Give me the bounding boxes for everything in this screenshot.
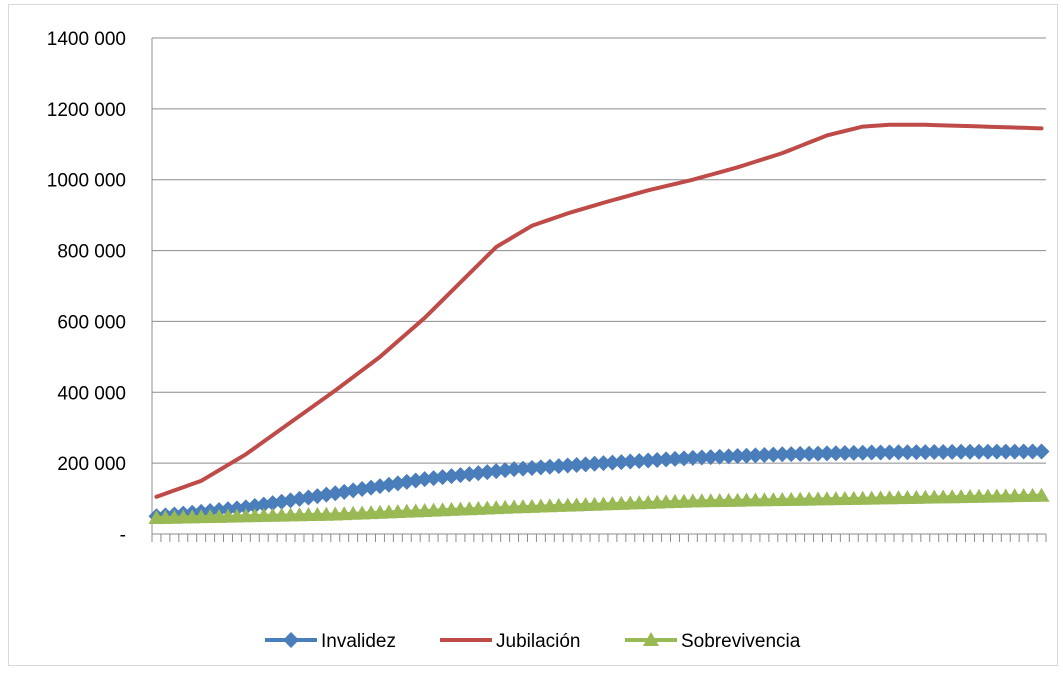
y-tick-labels: - 200 000 400 000 600 000 800 000 1000 000 120…	[47, 29, 126, 546]
data-point	[604, 454, 621, 471]
data-point	[926, 444, 943, 461]
data-point	[881, 444, 898, 461]
legend-label: Jubilación	[496, 631, 581, 652]
data-point	[899, 444, 916, 461]
data-point	[890, 444, 907, 461]
data-point	[935, 443, 952, 460]
legend-label: Sobrevivencia	[681, 631, 801, 652]
y-tick-label: 1000 000	[47, 171, 126, 192]
data-point	[515, 460, 532, 477]
data-point	[962, 443, 979, 460]
data-point	[595, 455, 612, 472]
data-point	[801, 445, 818, 462]
y-tick-label: 600 000	[57, 312, 126, 333]
data-point	[729, 448, 746, 465]
series-sobrevivencia	[148, 487, 1050, 525]
legend-marker	[643, 632, 659, 646]
data-point	[693, 449, 710, 466]
data-point	[684, 449, 701, 466]
data-point	[765, 446, 782, 463]
data-point	[988, 443, 1005, 460]
grid-lines	[152, 37, 1046, 464]
y-tick-label: 400 000	[57, 383, 126, 404]
legend-item-sobrevivencia: Sobrevivencia	[625, 631, 801, 652]
data-point	[711, 448, 728, 465]
data-point	[666, 450, 683, 467]
data-point	[559, 457, 576, 474]
data-point	[631, 453, 648, 470]
data-point	[970, 443, 987, 460]
series-group	[148, 122, 1050, 525]
data-point	[854, 444, 871, 461]
data-point	[756, 446, 773, 463]
data-point	[908, 444, 925, 461]
legend-item-invalidez: Invalidez	[265, 631, 396, 652]
y-tick-label: 1200 000	[47, 100, 126, 121]
data-point	[550, 458, 567, 475]
data-point	[1015, 443, 1032, 460]
data-point	[953, 443, 970, 460]
data-point	[836, 445, 853, 462]
data-point	[586, 455, 603, 472]
data-point	[577, 456, 594, 473]
data-point	[810, 445, 827, 462]
data-point	[720, 448, 737, 465]
y-tick-label: 1400 000	[47, 29, 126, 50]
data-point	[228, 500, 245, 517]
y-tick-label: 800 000	[57, 242, 126, 263]
data-point	[1033, 443, 1050, 460]
chart-frame	[8, 4, 1058, 666]
data-point	[1033, 487, 1050, 502]
data-point	[783, 446, 800, 463]
data-point	[917, 444, 934, 461]
y-tick-label: 200 000	[57, 454, 126, 475]
data-point	[1006, 443, 1023, 460]
series-jubilación	[154, 122, 1044, 499]
axes	[151, 38, 1047, 542]
data-point	[845, 444, 862, 461]
data-point	[997, 443, 1014, 460]
data-point	[863, 444, 880, 461]
data-point	[658, 451, 675, 468]
data-point	[1024, 443, 1041, 460]
legend-label: Invalidez	[321, 631, 396, 652]
data-point	[774, 446, 791, 463]
data-point	[818, 445, 835, 462]
data-point	[872, 444, 889, 461]
data-point	[523, 459, 540, 476]
data-point	[738, 447, 755, 464]
data-point	[506, 461, 523, 478]
data-point	[979, 443, 996, 460]
y-tick-label: -	[120, 525, 126, 546]
legend: Invalidez Jubilación Sobrevivencia	[265, 631, 801, 652]
data-point	[649, 451, 666, 468]
legend-marker	[283, 632, 299, 648]
data-point	[568, 456, 585, 473]
data-point	[532, 459, 549, 476]
data-point	[792, 445, 809, 462]
legend-item-jubilación: Jubilación	[440, 631, 581, 652]
data-point	[622, 453, 639, 470]
data-point	[613, 454, 630, 471]
data-point	[675, 450, 692, 467]
series-line	[154, 122, 1044, 499]
data-point	[702, 449, 719, 466]
data-point	[747, 447, 764, 464]
data-point	[944, 443, 961, 460]
data-point	[541, 458, 558, 475]
data-point	[827, 445, 844, 462]
data-point	[640, 452, 657, 469]
